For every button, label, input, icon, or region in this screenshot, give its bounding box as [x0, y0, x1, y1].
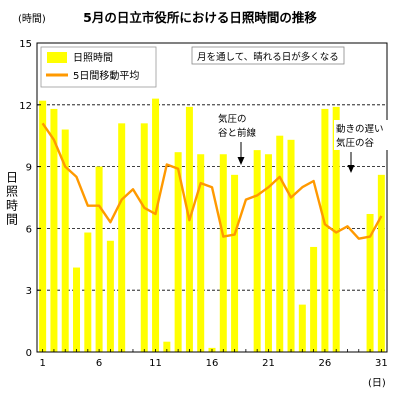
legend-line-label: 5日間移動平均 — [73, 69, 139, 82]
y-axis-ticks: 0 3 6 9 12 15 — [19, 39, 41, 359]
sunshine-bar — [310, 246, 318, 352]
y-axis-title-char: 日 — [6, 171, 18, 185]
sunshine-bar — [231, 174, 239, 352]
y-tick-label: 0 — [26, 348, 32, 359]
annotation-arrow-head — [237, 157, 245, 165]
sunshine-bar — [163, 341, 171, 352]
sunshine-bar — [73, 267, 81, 352]
moving-average-series — [41, 122, 383, 240]
sunshine-bar — [253, 150, 261, 352]
x-axis-ticks: 1 6 11 16 21 26 31 — [39, 349, 388, 369]
y-axis-title-char: 照 — [6, 185, 18, 199]
x-tick-label: 26 — [319, 358, 332, 369]
annotation-text: 月を通して、晴れる日が多くなる — [197, 51, 339, 63]
sunshine-bar — [140, 123, 148, 352]
annotation-line-1: 気圧の — [218, 113, 247, 125]
y-tick-label: 9 — [26, 163, 32, 174]
annotation-box — [191, 46, 345, 65]
x-tick-label: 31 — [375, 358, 388, 369]
annotation-arrow-head — [347, 165, 355, 173]
y-axis-title: 日照時間 — [6, 171, 18, 227]
legend-bar-swatch — [47, 52, 67, 63]
y-axis-title-char: 時 — [6, 199, 18, 213]
annotation-clear-days: 月を通して、晴れる日が多くなる — [191, 46, 345, 65]
legend-bar-label: 日照時間 — [73, 52, 113, 64]
x-unit-label: (日) — [368, 378, 386, 389]
annotation-backdrop — [334, 120, 388, 150]
annotation-line-1: 動きの遅い — [336, 124, 384, 135]
y-axis-title-char: 間 — [6, 213, 18, 227]
sunshine-bar — [39, 100, 47, 353]
sunshine-bar — [298, 304, 306, 352]
sunshine-bar — [174, 152, 182, 352]
chart-title: 5月の日立市役所における日照時間の推移 — [83, 10, 317, 25]
sunshine-bar — [366, 213, 374, 352]
sunshine-bar — [95, 166, 103, 352]
sunshine-bar — [185, 106, 193, 352]
sunshine-bar — [377, 174, 385, 352]
annotation-slow-trough: 動きの遅い 気圧の谷 — [334, 120, 388, 173]
sunshine-bar — [152, 98, 160, 353]
annotation-trough-front: 気圧の 谷と前線 — [213, 110, 271, 165]
annotation-backdrop — [213, 110, 271, 140]
sunshine-bar — [118, 123, 126, 352]
y-tick-label: 12 — [19, 101, 32, 112]
sunshine-bar — [197, 154, 205, 352]
x-tick-label: 21 — [262, 358, 275, 369]
bar-series — [39, 98, 385, 353]
annotation-line-2: 気圧の谷 — [336, 137, 375, 149]
sunshine-bar — [287, 139, 295, 352]
sunshine-bar — [321, 108, 329, 352]
sunshine-bar — [264, 154, 272, 352]
moving-average-line — [41, 122, 383, 240]
legend: 日照時間 5日間移動平均 — [40, 46, 157, 88]
sunshine-bar — [84, 232, 92, 352]
y-tick-label: 3 — [26, 286, 32, 297]
sunshine-bar — [332, 106, 340, 352]
y-tick-label: 15 — [19, 39, 32, 50]
x-tick-label: 1 — [39, 358, 45, 369]
sunshine-bar — [50, 108, 58, 352]
y-tick-label: 6 — [26, 224, 32, 235]
y-unit-label: (時間) — [18, 13, 46, 25]
sunshine-bar — [61, 129, 69, 352]
x-tick-label: 6 — [96, 358, 102, 369]
x-tick-label: 16 — [206, 358, 219, 369]
sunshine-bar — [219, 154, 227, 352]
sunshine-bar — [276, 135, 284, 352]
sunshine-bar — [106, 240, 114, 352]
x-tick-label: 11 — [149, 358, 162, 369]
annotation-line-2: 谷と前線 — [218, 127, 257, 139]
